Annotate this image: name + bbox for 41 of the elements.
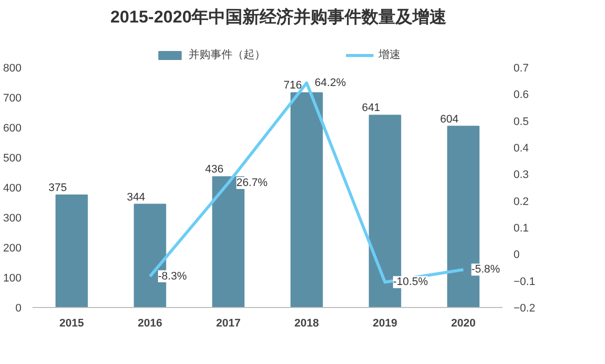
- y-tick-label: 0: [15, 302, 22, 314]
- x-tick-label: 2019: [372, 318, 398, 330]
- y2-tick-label: 0.7: [514, 62, 529, 74]
- y2-tick-label: −0.2: [514, 302, 536, 314]
- y-tick-label: 800: [3, 62, 22, 74]
- data-label: -8.3%: [158, 270, 187, 282]
- y2-tick-label: 0.4: [514, 142, 529, 154]
- y2-tick-label: 0.2: [514, 196, 529, 208]
- legend-label: 增速: [378, 48, 400, 62]
- x-tick-label: 2020: [451, 318, 476, 330]
- data-label: 64.2%: [314, 76, 346, 89]
- y2-tick-label: 0: [514, 249, 520, 262]
- y-tick-label: 500: [3, 152, 22, 164]
- x-tick-label: 2016: [138, 318, 162, 330]
- data-label: 641: [362, 102, 380, 114]
- bar: [56, 194, 88, 308]
- data-label: 375: [48, 182, 67, 194]
- y-tick-label: 400: [3, 182, 22, 194]
- data-label: 604: [440, 113, 459, 126]
- bar: [290, 92, 323, 308]
- data-label: 26.7%: [236, 176, 268, 189]
- y-tick-label: 600: [3, 122, 22, 134]
- y2-tick-label: 0.3: [514, 169, 529, 182]
- y2-tick-label: 0.6: [514, 89, 529, 102]
- x-tick-label: 2018: [294, 318, 319, 330]
- y-tick-label: 300: [3, 212, 22, 224]
- data-label: -10.5%: [393, 276, 428, 288]
- y2-tick-label: 0.1: [514, 222, 529, 234]
- y-tick-label: 200: [3, 242, 22, 254]
- data-label: 436: [205, 164, 224, 176]
- y2-tick-label: −0.1: [514, 276, 536, 288]
- y-tick-label: 700: [3, 92, 22, 104]
- data-label: -5.8%: [471, 264, 500, 276]
- data-label: 716: [283, 80, 302, 92]
- legend-label: 并购事件（起）: [188, 48, 266, 62]
- chart-title: 2015-2020年中国新经济并购事件数量及增速: [110, 8, 447, 26]
- x-tick-label: 2015: [59, 318, 84, 330]
- x-tick-label: 2017: [216, 318, 241, 330]
- y2-tick-label: 0.5: [514, 116, 529, 128]
- y-tick-label: 100: [3, 272, 22, 284]
- data-label: 344: [126, 191, 146, 204]
